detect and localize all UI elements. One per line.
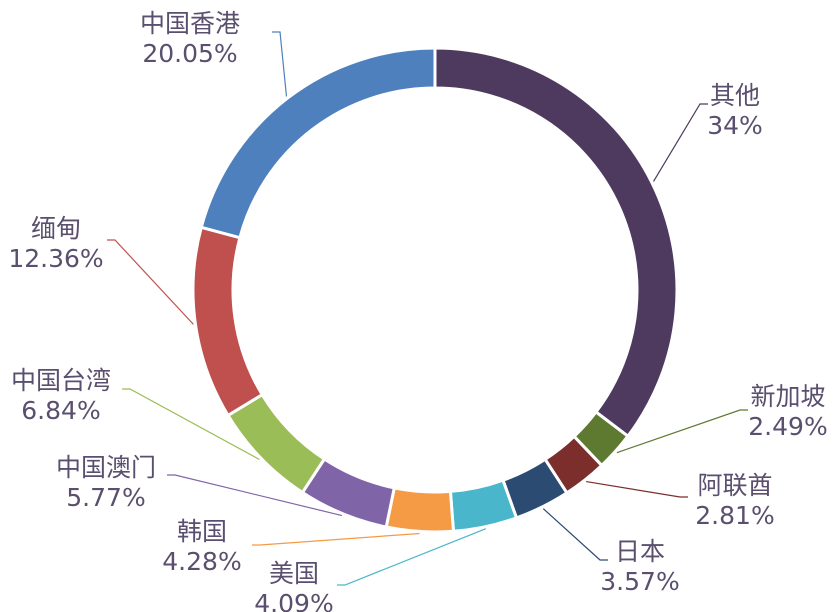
leader-line-6 <box>252 532 420 546</box>
slice-6[interactable] <box>384 486 456 534</box>
leader-line-1 <box>652 103 708 182</box>
category-label: 中国澳门 <box>56 453 156 482</box>
percent-label: 4.28% <box>162 547 241 576</box>
slice-9[interactable] <box>191 225 265 418</box>
percent-label: 34% <box>707 111 763 140</box>
slice-8[interactable] <box>225 392 327 495</box>
category-label: 其他 <box>710 81 760 110</box>
data-label-3: 阿联酋 2.81% <box>695 471 774 530</box>
slice-5[interactable] <box>448 478 519 533</box>
percent-label: 6.84% <box>21 396 100 425</box>
category-label: 日本 <box>615 537 665 566</box>
leader-line-2 <box>616 409 748 454</box>
category-label: 中国台湾 <box>11 366 111 395</box>
data-label-1: 其他 34% <box>707 81 763 140</box>
leader-line-9 <box>107 239 194 325</box>
leader-line-10 <box>272 31 288 97</box>
percent-label: 20.05% <box>142 39 237 68</box>
data-label-10: 中国香港 20.05% <box>140 9 240 68</box>
percent-label: 4.09% <box>254 589 333 612</box>
category-label: 韩国 <box>177 517 227 546</box>
leader-line-7 <box>167 474 343 517</box>
data-label-5: 美国 4.09% <box>254 559 333 612</box>
data-label-6: 韩国 4.28% <box>162 517 241 576</box>
data-labels: 其他 34%新加坡 2.49%阿联酋 2.81%日本 3.57%美国 4.09%韩国 4.2… <box>8 9 827 612</box>
category-label: 美国 <box>269 559 319 588</box>
leader-lines <box>107 31 748 586</box>
category-label: 新加坡 <box>750 382 825 411</box>
data-label-4: 日本 3.57% <box>600 537 679 596</box>
percent-label: 5.77% <box>66 483 145 512</box>
leader-line-4 <box>542 508 608 561</box>
donut-slices <box>191 46 679 534</box>
category-label: 缅甸 <box>31 214 81 243</box>
percent-label: 12.36% <box>8 244 103 273</box>
percent-label: 2.49% <box>748 412 827 441</box>
category-label: 阿联酋 <box>697 471 772 500</box>
leader-line-5 <box>337 528 487 586</box>
category-label: 中国香港 <box>140 9 240 38</box>
data-label-7: 中国澳门 5.77% <box>56 453 156 512</box>
data-label-8: 中国台湾 6.84% <box>11 366 111 425</box>
data-label-9: 缅甸 12.36% <box>8 214 103 273</box>
slice-1[interactable] <box>433 46 679 439</box>
slice-10[interactable] <box>199 46 437 240</box>
leader-line-8 <box>122 388 260 461</box>
percent-label: 2.81% <box>695 501 774 530</box>
percent-label: 3.57% <box>600 567 679 596</box>
data-label-2: 新加坡 2.49% <box>748 382 827 441</box>
leader-line-3 <box>586 480 688 498</box>
